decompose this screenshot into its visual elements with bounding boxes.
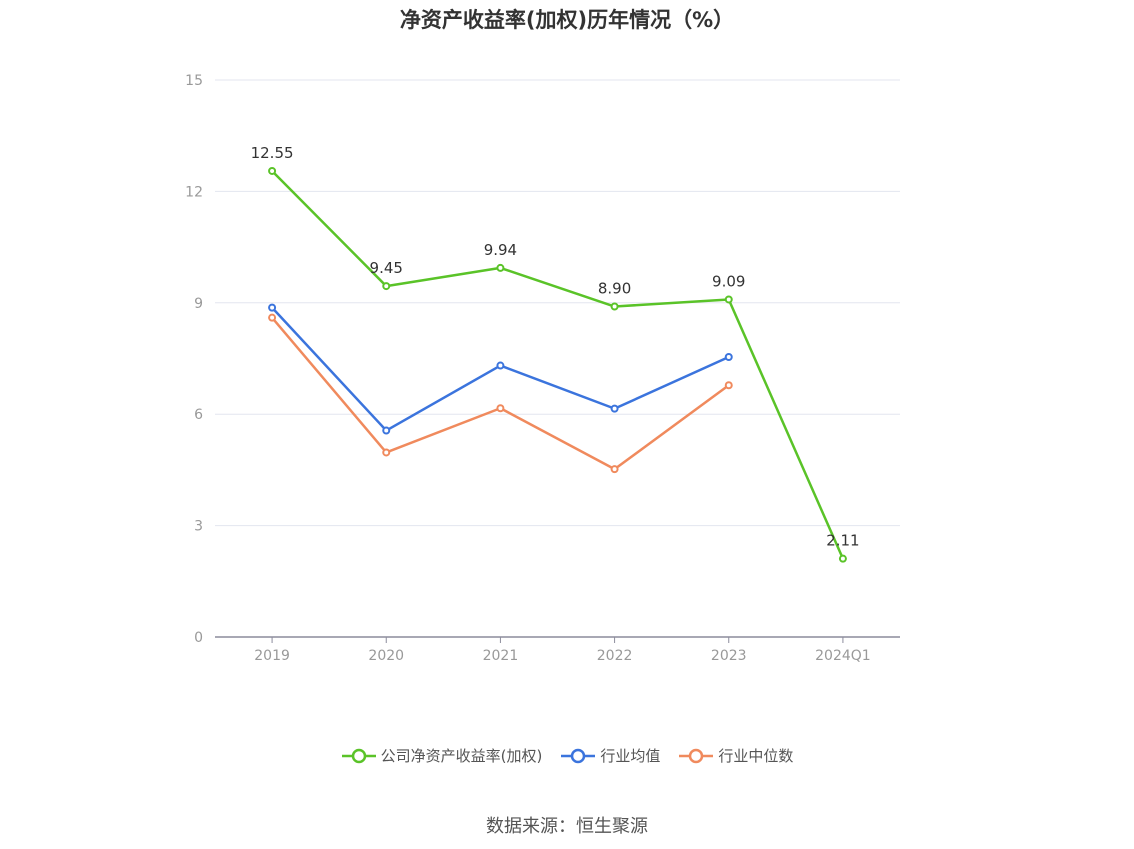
data-point[interactable] [610,302,619,311]
data-point[interactable] [496,404,505,413]
legend-marker-icon [679,748,714,763]
legend-marker-circle [689,748,704,763]
x-tick-label: 2020 [368,648,404,664]
legend: 公司净资产收益率(加权) 行业均值 行业中位数 [0,745,1134,766]
data-label: 9.09 [712,272,745,290]
legend-label: 公司净资产收益率(加权) [380,747,543,765]
legend-label: 行业中位数 [718,747,794,765]
series-group [268,166,847,563]
data-point[interactable] [496,361,505,370]
y-tick-label: 12 [185,184,203,200]
data-point[interactable] [382,282,391,291]
y-tick-label: 3 [194,519,203,535]
source-text: 数据来源：恒生聚源 [486,816,648,837]
data-label: 12.55 [251,144,294,162]
line-chart: 0 3 6 9 12 15 2019 2020 2021 2022 2023 2024Q1 12.5… [185,73,900,664]
data-point[interactable] [382,448,391,457]
x-tick-label: 2024Q1 [815,648,871,664]
data-point[interactable] [268,303,277,312]
series-line [271,316,730,471]
legend-item[interactable]: 行业中位数 [678,745,793,766]
data-point[interactable] [268,313,277,322]
data-point[interactable] [838,554,847,563]
x-tick-label: 2021 [483,648,519,664]
x-tick-label: 2023 [711,648,747,664]
data-label: 9.45 [370,259,403,277]
x-tick-label: 2022 [597,648,633,664]
y-tick-label: 9 [194,296,203,312]
data-point[interactable] [724,295,733,304]
y-axis: 0 3 6 9 12 15 [185,73,203,646]
legend-marker-circle [351,748,366,763]
data-point[interactable] [610,465,619,474]
grid-lines [215,79,900,527]
data-label: 2.11 [826,532,859,550]
data-point[interactable] [382,426,391,435]
legend-marker-icon [341,748,376,763]
data-point[interactable] [496,263,505,272]
y-tick-label: 15 [185,73,203,89]
x-tick-label: 2019 [254,648,290,664]
legend-item[interactable]: 行业均值 [560,745,660,766]
data-point[interactable] [610,404,619,413]
legend-marker-circle [571,748,586,763]
chart-title: 净资产收益率(加权)历年情况（%） [399,8,735,32]
data-point[interactable] [268,166,277,175]
data-label: 9.94 [484,241,517,259]
series-line [271,170,845,560]
data-point[interactable] [724,381,733,390]
x-axis: 2019 2020 2021 2022 2023 2024Q1 [215,636,900,664]
y-tick-label: 0 [194,630,203,646]
data-point[interactable] [724,353,733,362]
legend-marker-icon [561,748,596,763]
legend-label: 行业均值 [600,747,661,765]
legend-item[interactable]: 公司净资产收益率(加权) [341,745,543,766]
y-tick-label: 6 [194,407,203,423]
data-labels: 12.55 9.45 9.94 8.90 9.09 2.11 [251,144,860,550]
data-label: 8.90 [598,280,631,298]
